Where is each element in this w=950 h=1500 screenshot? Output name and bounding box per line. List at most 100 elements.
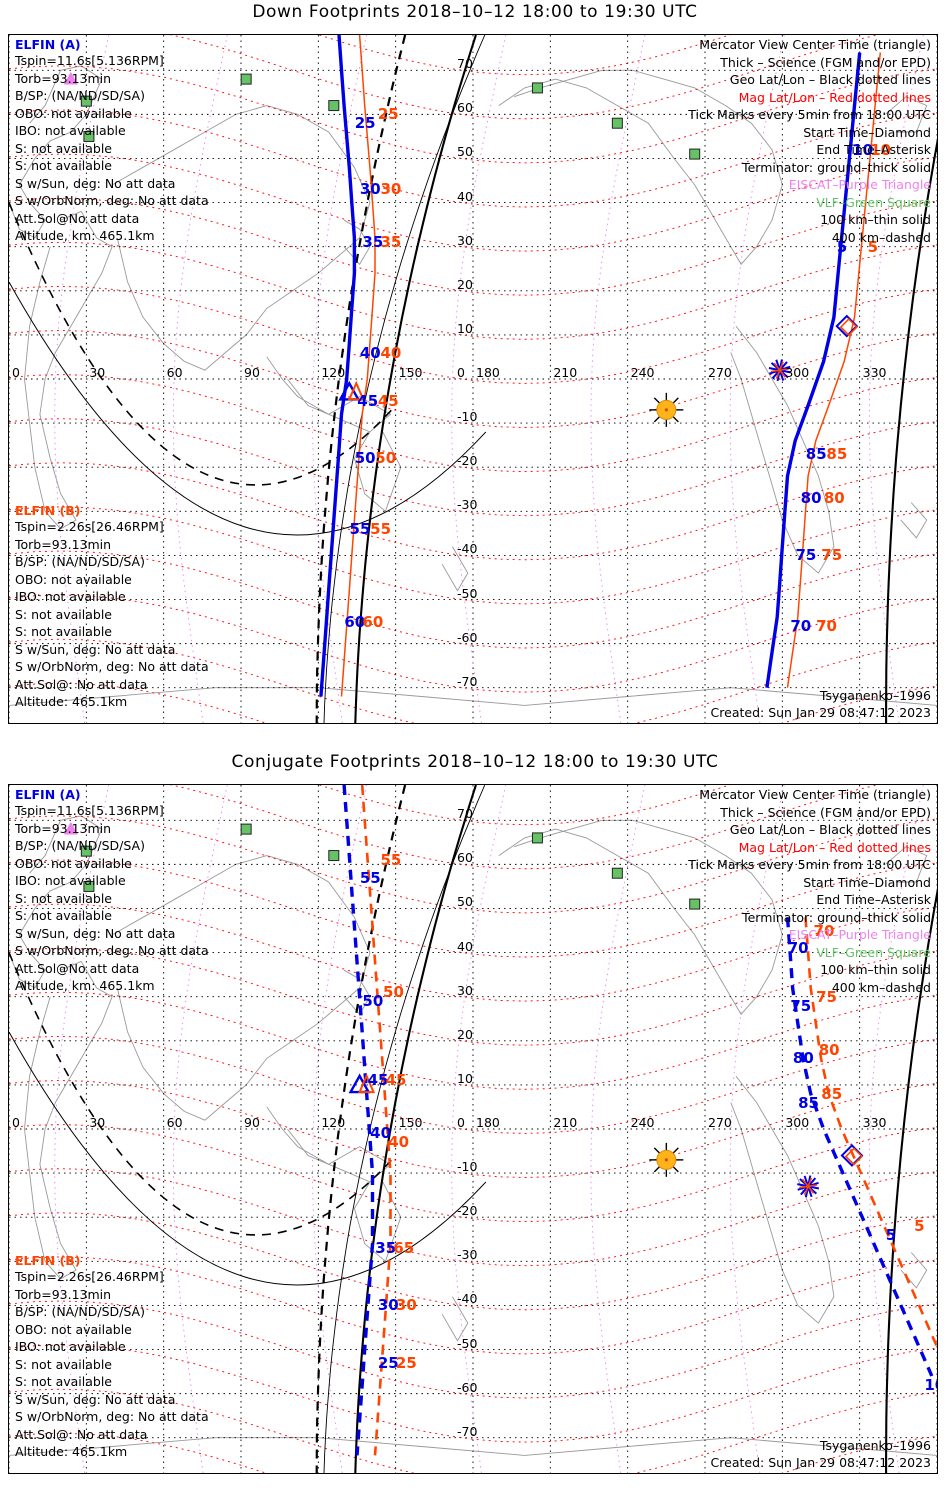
elfin-a-info-line: Att.Sol@No att data (15, 210, 140, 226)
latitude-tick-label: 40 (457, 938, 473, 954)
latitude-tick-label: -60 (457, 629, 478, 645)
track-tick-label: 80 (792, 1049, 814, 1068)
latitude-tick-label: 20 (457, 276, 473, 292)
latitude-tick-label: -10 (457, 409, 478, 425)
longitude-tick-label: 330 (862, 365, 887, 380)
elfin-b-info-line: S: not available (15, 606, 112, 622)
longitude-tick-label: 150 (398, 365, 423, 380)
track-tick-label: 45 (377, 392, 399, 411)
track-tick-label: 50 (362, 992, 384, 1011)
legend-line: Start Time–Diamond (803, 874, 931, 890)
legend-line: Mercator View Center Time (triangle) (699, 787, 931, 802)
track-tick-label: 25 (354, 114, 376, 133)
track-tick-label: 40 (359, 343, 381, 362)
elfin-b-info-line: S w/OrbNorm, deg: No att data (15, 659, 209, 674)
track-tick-label: 25 (377, 1353, 399, 1372)
track-tick-label: 85 (821, 1084, 843, 1103)
latitude-tick-label: 60 (457, 850, 473, 866)
elfin-b-info-line: Altitude: 465.1km (15, 694, 128, 709)
track-tick-label: 55 (349, 519, 371, 538)
legend-line: Tick Marks every 5min from 18:00 UTC (688, 857, 931, 872)
elfin-a-info-line: S w/OrbNorm, deg: No att data (15, 193, 209, 208)
legend-line: End Time–Asterisk (816, 142, 931, 157)
plot-area-down[interactable]: 25 30 35 40 45 50 55 60 25 30 35 40 45 50 55 60 5 10 70 75 8… (8, 34, 938, 724)
longitude-tick-label: 300 (785, 1115, 810, 1130)
track-tick-label: 40 (380, 343, 402, 362)
longitude-tick-label: 210 (553, 365, 578, 380)
elfin-b-info-line: Att.Sol@: No att data (15, 676, 148, 692)
elfin-b-info-line: S w/Sun, deg: No att data (15, 1391, 176, 1407)
latitude-tick-label: 30 (457, 982, 473, 998)
track-tick-label: 65 (393, 1239, 415, 1258)
track-tick-label: 85 (805, 444, 827, 463)
track-tick-label: 60 (344, 612, 366, 631)
longitude-tick-label: 180 (476, 1115, 500, 1130)
elfin-b-info-line: Tspin=2.26s[26.46RPM] (15, 1269, 164, 1284)
latitude-tick-label: -50 (457, 1335, 478, 1351)
track-tick-label: 45 (357, 392, 379, 411)
track-tick-label: 25 (395, 1353, 417, 1372)
elfin-b-info-line: B/SP: (NA/ND/SD/SA) (15, 554, 145, 569)
elfin-b-info-line: S: not available (15, 1356, 112, 1372)
elfin-a-info-line: IBO: not available (15, 873, 126, 888)
latitude-tick-label: 50 (457, 894, 473, 910)
elfin-a-info-line: S w/Sun, deg: No att data (15, 925, 176, 941)
track-tick-label: 75 (790, 996, 812, 1015)
plot-area-conjugate[interactable]: 5550454035302555504540653025707580855107… (8, 784, 938, 1474)
track-tick-label: 85 (798, 1093, 819, 1112)
track-tick-label: 5 (885, 1225, 897, 1244)
elfin-b-info-line: B/SP: (NA/ND/SD/SA) (15, 1304, 145, 1319)
created-timestamp: Created: Sun Jan 29 08:47:12 2023 (710, 705, 931, 720)
latitude-tick-label: 50 (457, 144, 473, 160)
legend-line: Terminator: ground–thick solid (742, 909, 931, 925)
legend-line: Thick – Science (FGM and/or EPD) (720, 54, 931, 70)
elfin-a-info-line: S w/Sun, deg: No att data (15, 175, 176, 191)
legend-line: Thick – Science (FGM and/or EPD) (720, 804, 931, 820)
longitude-tick-label: 30 (89, 365, 106, 380)
elfin-a-info-line: B/SP: (NA/ND/SD/SA) (15, 88, 145, 103)
legend-line: 400 km–dashed (831, 979, 931, 995)
elfin-a-info-line: IBO: not available (15, 123, 126, 138)
legend-line: EISCAT–Purple Triangle (788, 927, 931, 942)
latitude-tick-label: -20 (457, 1203, 478, 1219)
track-tick-label: 70 (790, 616, 812, 635)
latitude-tick-label: 10 (457, 320, 473, 336)
track-tick-label: 30 (395, 1296, 417, 1315)
track-tick-label: 85 (826, 444, 848, 463)
track-tick-label: 45 (385, 1071, 407, 1090)
legend-line: Tick Marks every 5min from 18:00 UTC (688, 107, 931, 122)
latitude-tick-label: 70 (457, 806, 473, 822)
track-tick-label: 55 (370, 519, 392, 538)
latitude-tick-label: -70 (457, 1423, 478, 1439)
elfin-b-info-line: IBO: not available (15, 1339, 126, 1354)
longitude-tick-label: 300 (785, 365, 810, 380)
track-tick-label: 55 (359, 868, 381, 887)
track-tick-label: 10 (924, 1375, 937, 1394)
map-canvas-conjugate (9, 785, 937, 1473)
latitude-tick-label: -30 (457, 497, 478, 513)
track-tick-label: 10 (852, 140, 874, 159)
legend-line: 100 km–thin solid (820, 212, 931, 227)
elfin-a-label: ELFIN (A) (15, 37, 81, 52)
elfin-b-info-line: IBO: not available (15, 589, 126, 604)
elfin-b-info-line: S: not available (15, 1374, 112, 1389)
elfin-b-label: ELFIN (B) (15, 1253, 81, 1268)
track-tick-label: 75 (795, 546, 817, 565)
longitude-tick-label: 60 (166, 1115, 183, 1130)
longitude-tick-label: 120 (321, 365, 346, 380)
legend-line: Mag Lat/Lon – Red dotted lines (738, 839, 931, 855)
track-tick-label: 75 (821, 546, 843, 565)
legend-line: Geo Lat/Lon – Black dotted lines (729, 72, 931, 87)
longitude-tick-label: 60 (166, 365, 183, 380)
latitude-tick-label: 70 (457, 56, 473, 72)
longitude-tick-label: 90 (244, 1115, 260, 1130)
latitude-tick-label: -10 (457, 1159, 478, 1175)
track-tick-label: 55 (380, 850, 402, 869)
panel-title: Conjugate Footprints 2018–10–12 18:00 to… (231, 752, 719, 772)
elfin-a-info-line: S: not available (15, 890, 112, 906)
elfin-b-info-line: S w/Sun, deg: No att data (15, 641, 176, 657)
legend-line: Start Time–Diamond (803, 124, 931, 140)
elfin-a-info-line: Altitude, km: 465.1km (15, 228, 155, 243)
latitude-tick-label: -50 (457, 585, 478, 601)
longitude-tick-label: 270 (708, 1115, 732, 1130)
